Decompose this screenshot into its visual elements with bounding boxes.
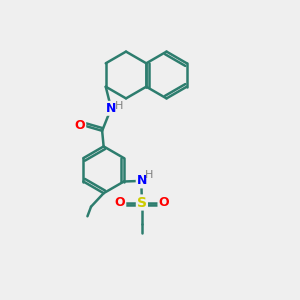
Text: O: O <box>115 196 125 209</box>
Text: N: N <box>106 102 116 115</box>
Text: O: O <box>75 119 85 132</box>
Text: S: S <box>137 196 147 209</box>
Text: H: H <box>145 170 153 181</box>
Text: H: H <box>115 101 124 111</box>
Text: N: N <box>137 174 147 188</box>
Text: O: O <box>158 196 169 209</box>
